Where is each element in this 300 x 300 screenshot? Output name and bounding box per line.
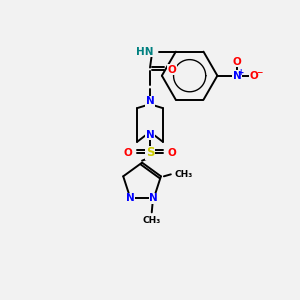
Text: N: N (146, 96, 154, 106)
Text: +: + (238, 68, 244, 77)
Text: N: N (146, 130, 154, 140)
Text: O: O (168, 64, 177, 74)
Text: −: − (256, 68, 262, 77)
Text: N: N (149, 194, 158, 203)
Text: O: O (123, 148, 132, 158)
Text: CH₃: CH₃ (175, 170, 193, 179)
Text: HN: HN (136, 47, 154, 57)
Text: O: O (250, 71, 258, 81)
Text: S: S (146, 146, 154, 159)
Text: O: O (168, 148, 177, 158)
Text: N: N (233, 71, 242, 81)
Text: N: N (126, 194, 135, 203)
Text: O: O (233, 57, 242, 67)
Text: CH₃: CH₃ (142, 216, 161, 225)
